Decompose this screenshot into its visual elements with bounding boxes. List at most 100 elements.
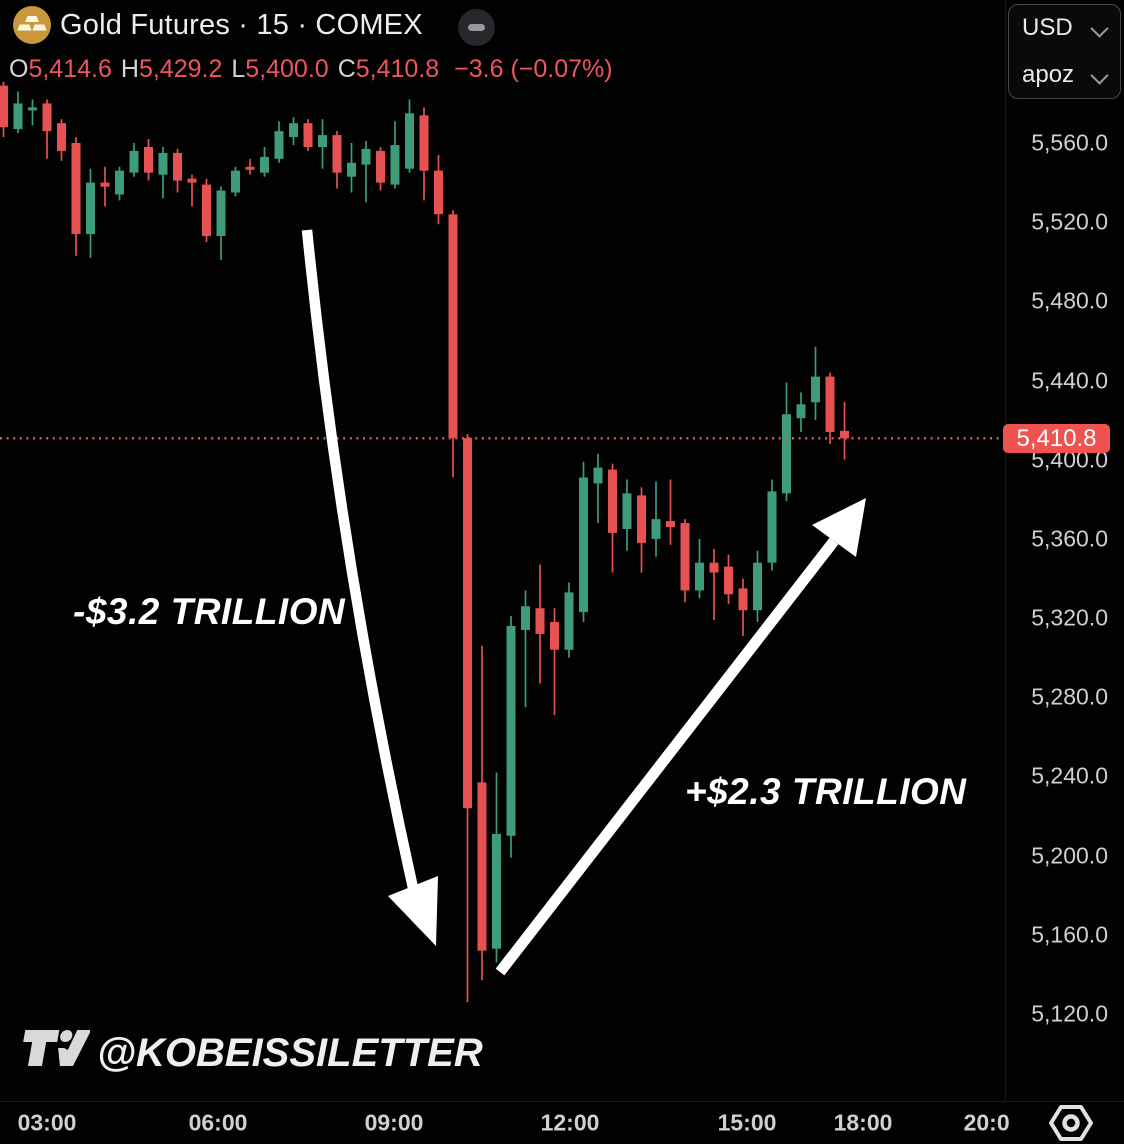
- candle-body: [71, 143, 81, 235]
- candle-body: [100, 182, 110, 187]
- candle-body: [260, 156, 269, 173]
- candle-body: [782, 414, 791, 494]
- candle-body: [535, 608, 545, 634]
- tradingview-logo-icon: [23, 1030, 90, 1066]
- time-axis-divider: [0, 1101, 1124, 1102]
- candle-body: [376, 150, 385, 183]
- candle-body: [695, 562, 704, 591]
- candle-body: [825, 376, 835, 432]
- candle-body: [521, 606, 530, 630]
- candle-body: [434, 170, 443, 215]
- candle-body: [796, 404, 806, 419]
- ohlc-segment: L5,400.0: [231, 55, 328, 83]
- candle-body: [86, 182, 95, 235]
- loss-annotation: -$3.2 TRILLION: [73, 591, 346, 632]
- time-axis[interactable]: 03:00 06:00 09:00 12:00 15:00 18:00 20:00: [0, 1102, 1010, 1144]
- price-tick-label: 5,520.0: [1031, 208, 1108, 235]
- price-tick-label: 5,160.0: [1031, 921, 1108, 948]
- candles-layer: [0, 81, 849, 1003]
- candle-body: [709, 562, 719, 573]
- price-tick-label: 5,320.0: [1031, 604, 1108, 631]
- currency-value: USD: [1022, 14, 1073, 41]
- price-tick-label: 5,200.0: [1031, 842, 1108, 869]
- time-tick-label: 20:00: [963, 1109, 1010, 1136]
- candle-body: [463, 438, 472, 809]
- chevron-down-icon: [1090, 66, 1109, 85]
- legend-collapse-button[interactable]: [458, 9, 495, 46]
- time-axis-settings-icon[interactable]: [1049, 1102, 1093, 1144]
- candle-body: [332, 135, 342, 173]
- ohlc-value: 5,400.0: [245, 55, 329, 83]
- price-change: −3.6 (−0.07%): [454, 55, 613, 83]
- down-arrow[interactable]: [301, 229, 438, 946]
- candle-body: [274, 131, 284, 159]
- ohlc-key: C: [337, 55, 356, 83]
- watermark-handle: @KOBEISSILETTER: [97, 1031, 483, 1075]
- price-tick-label: 5,120.0: [1031, 1000, 1108, 1027]
- ohlc-segment: H5,429.2: [121, 55, 222, 83]
- ohlc-values-row: O5,414.6 H5,429.2 L5,400.0 C5,410.8 −3.6 (−0…: [9, 54, 613, 84]
- up-arrow[interactable]: [495, 498, 866, 976]
- chevron-down-icon: [1090, 19, 1109, 38]
- ohlc-segment: O5,414.6: [9, 55, 112, 83]
- candle-body: [593, 467, 603, 484]
- price-tick-label: 5,240.0: [1031, 762, 1108, 789]
- ohlc-value: 5,414.6: [28, 55, 112, 83]
- candle-body: [347, 162, 356, 177]
- candle-body: [579, 477, 588, 613]
- time-tick-label: 12:00: [540, 1109, 600, 1136]
- candle-body: [724, 566, 733, 595]
- candle-body: [680, 523, 690, 591]
- candle-body: [506, 626, 516, 836]
- symbol-title[interactable]: Gold Futures · 15 · COMEX: [60, 9, 423, 41]
- candle-body: [753, 562, 762, 611]
- time-tick-label: 06:00: [188, 1109, 248, 1136]
- chart-legend: Gold Futures · 15 · COMEX O5,414.6 H5,429…: [0, 0, 1010, 90]
- candle-body: [158, 152, 168, 175]
- candle-body: [0, 85, 8, 128]
- price-tick-label: 5,560.0: [1031, 129, 1108, 156]
- candle-body: [129, 150, 139, 173]
- candle-body: [57, 123, 66, 151]
- candle-body: [390, 145, 400, 185]
- candle-body: [651, 519, 661, 539]
- price-axis[interactable]: 5,560.0 5,520.0 5,480.0 5,440.0 5,400.0 5,360…: [1006, 0, 1124, 1102]
- last-price-badge: 5,410.8: [1003, 424, 1110, 453]
- price-tick-label: 5,440.0: [1031, 367, 1108, 394]
- currency-unit-selector: USD apoz: [1008, 4, 1121, 99]
- ohlc-value: 5,410.8: [355, 55, 440, 83]
- candle-body: [840, 430, 849, 439]
- candle-body: [318, 135, 327, 147]
- candle-body: [245, 166, 255, 170]
- price-tick-label: 5,480.0: [1031, 287, 1108, 314]
- time-tick-label: 03:00: [17, 1109, 77, 1136]
- candle-body: [448, 214, 458, 438]
- price-axis-divider: [1005, 0, 1006, 1101]
- candle-body: [477, 782, 487, 951]
- candle-body: [42, 103, 52, 132]
- candle-body: [564, 592, 574, 650]
- candle-body: [13, 103, 23, 130]
- candle-body: [231, 170, 240, 193]
- unit-dropdown[interactable]: apoz: [1009, 52, 1120, 98]
- candle-body: [303, 123, 313, 147]
- currency-dropdown[interactable]: USD: [1009, 5, 1120, 51]
- ohlc-key: H: [120, 55, 139, 83]
- price-tick-label: 5,280.0: [1031, 683, 1108, 710]
- unit-value: apoz: [1022, 61, 1075, 88]
- candle-body: [608, 469, 617, 533]
- candle-body: [492, 833, 501, 949]
- candle-body: [173, 152, 182, 181]
- time-tick-label: 15:00: [717, 1109, 777, 1136]
- time-tick-label: 18:00: [833, 1109, 893, 1136]
- candle-body: [202, 184, 211, 237]
- candle-body: [622, 493, 632, 529]
- minus-icon: [468, 24, 485, 31]
- candle-body: [289, 123, 298, 138]
- candle-body: [187, 178, 197, 183]
- ohlc-key: L: [231, 55, 246, 83]
- candle-body: [637, 495, 646, 543]
- candle-body: [767, 491, 777, 563]
- candle-body: [115, 170, 124, 195]
